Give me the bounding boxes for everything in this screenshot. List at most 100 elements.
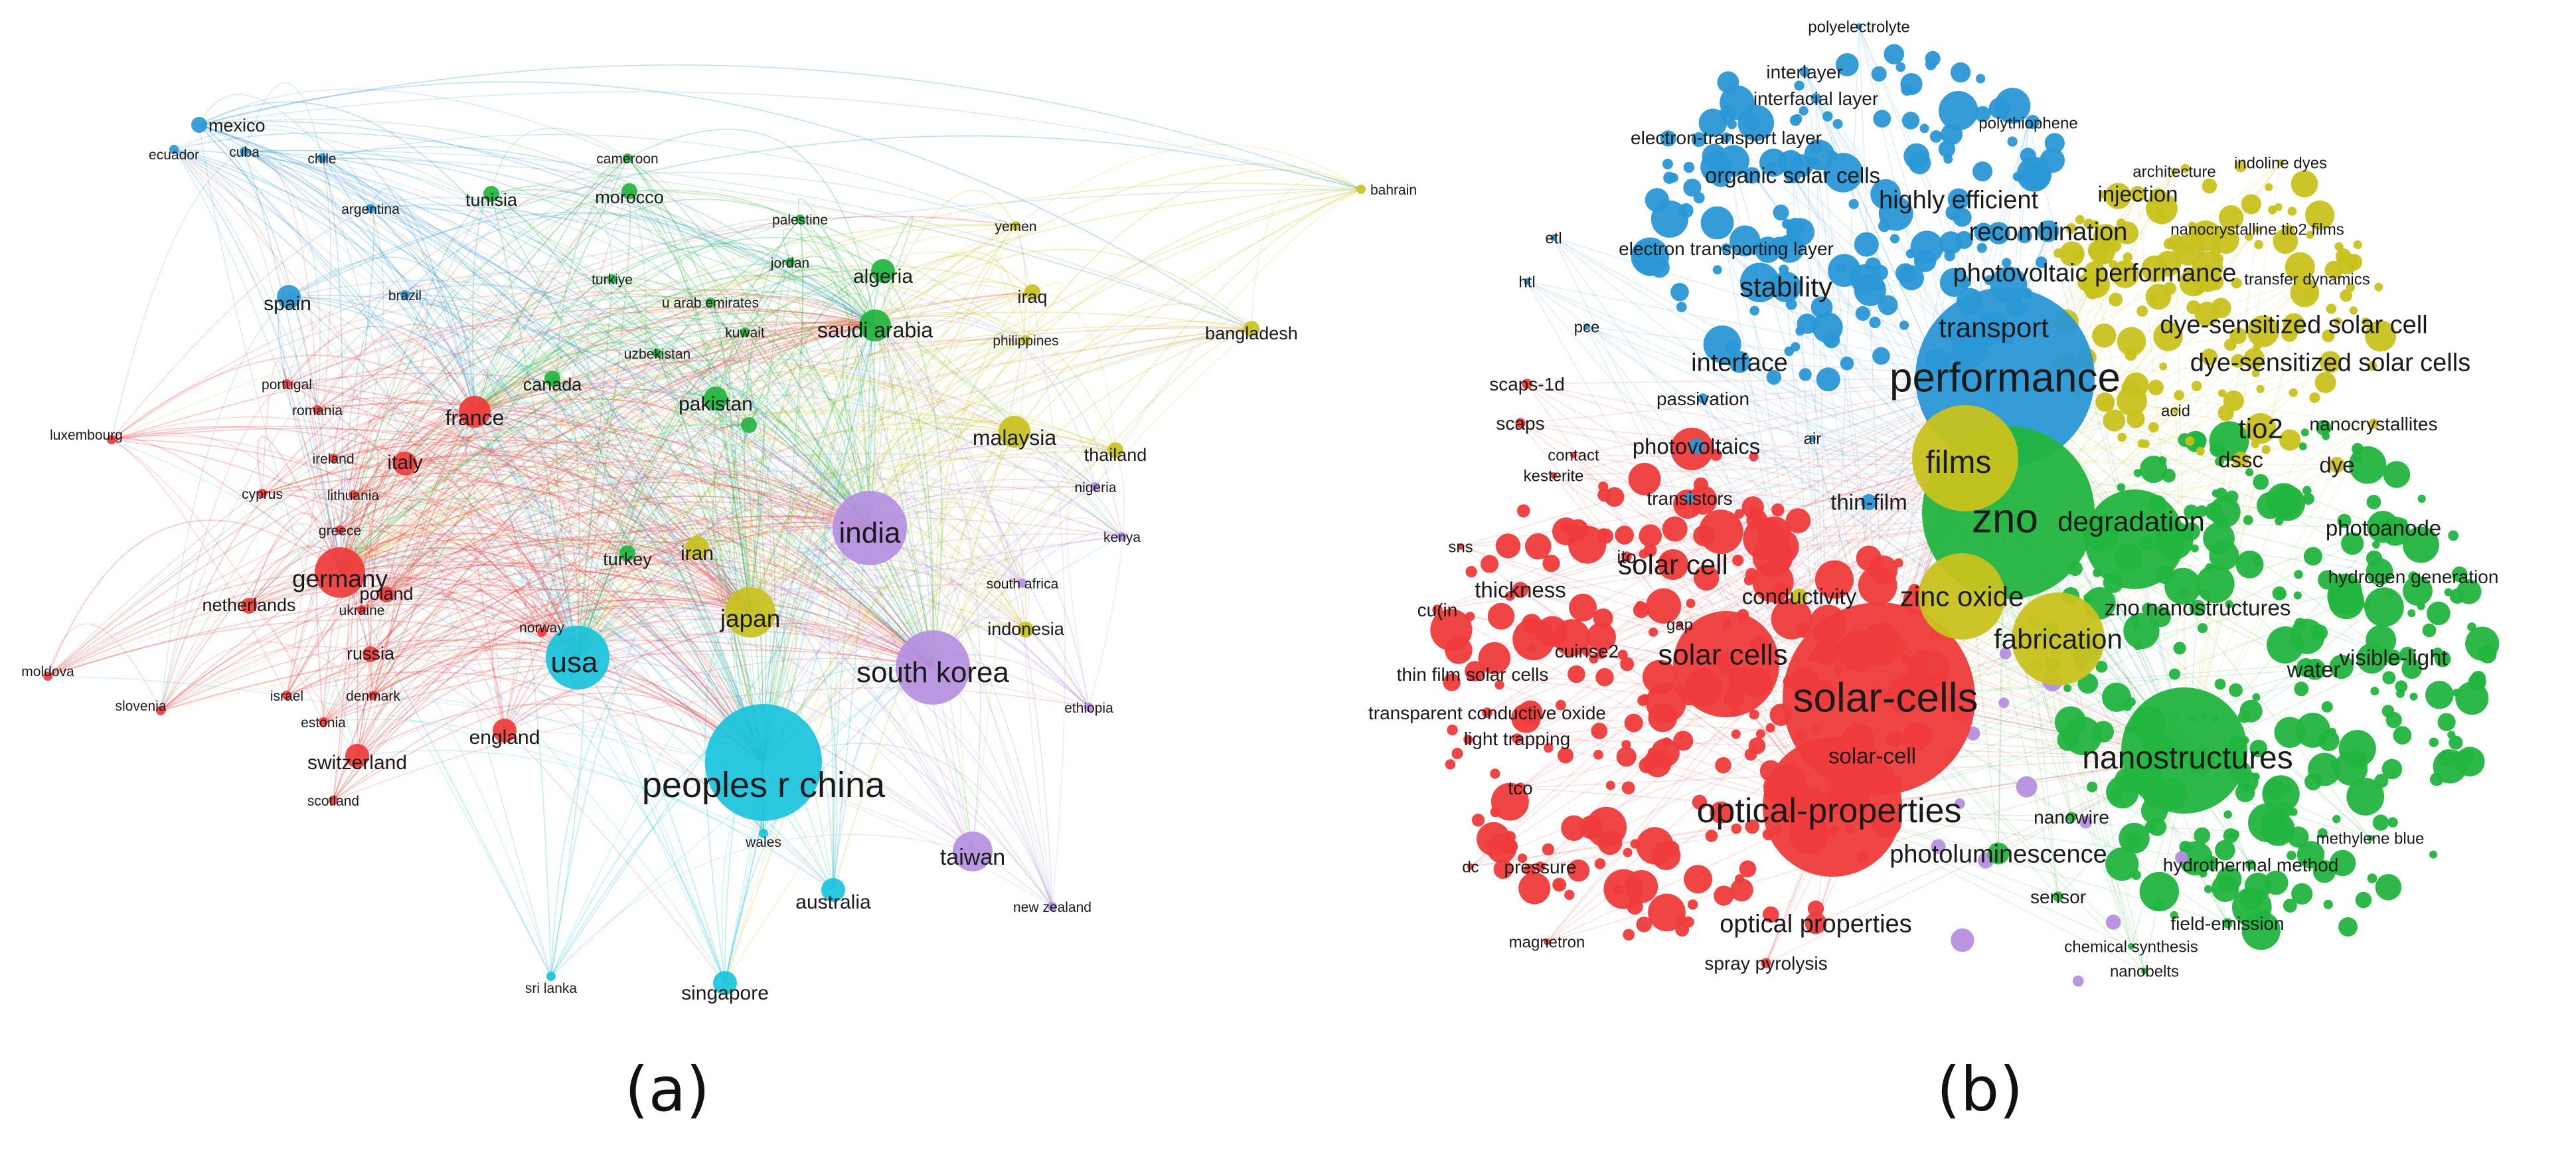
unlabeled-node [2184,242,2194,253]
unlabeled-node [1730,879,1753,902]
unlabeled-node [1684,865,1712,893]
unlabeled-node [1652,841,1681,871]
unlabeled-node [2429,851,2437,859]
unlabeled-node [1773,205,1789,221]
unlabeled-node [1972,161,1992,181]
node-label-slovenia: slovenia [115,699,166,714]
unlabeled-node [2210,244,2221,256]
unlabeled-node [1869,317,1880,328]
unlabeled-node [1786,508,1811,533]
node-label-netherlands: netherlands [202,595,295,615]
node-label-scaps: scaps [1496,413,1544,434]
node-label-kuwait: kuwait [725,325,765,341]
unlabeled-node [2229,683,2243,697]
unlabeled-node [2075,250,2083,259]
unlabeled-node [1490,768,1500,778]
unlabeled-node [2334,242,2343,251]
unlabeled-node [2294,591,2302,599]
node-label-htl: htl [1518,273,1535,291]
unlabeled-node [2117,484,2126,492]
unlabeled-node [1694,192,1705,203]
unlabeled-node [1833,119,1843,129]
unlabeled-node [2410,693,2418,701]
unlabeled-node [2430,772,2443,786]
unlabeled-node [1488,603,1514,630]
node-label-zno-nanostructures: zno nanostructures [2105,596,2291,620]
unlabeled-node [2270,486,2305,521]
unlabeled-node [2261,811,2280,830]
unlabeled-node [1649,258,1670,278]
node-label-nanocrystallites: nanocrystallites [2310,414,2438,434]
unlabeled-node [1902,112,1919,129]
unlabeled-node [2334,752,2368,786]
node-label-transparent-conductive-oxide: transparent conductive oxide [1368,703,1606,723]
node-label-nanocrystalline-tio2-films: nanocrystalline tio2 films [2170,221,2344,238]
node-label-photovoltaics: photovoltaics [1633,434,1761,459]
unlabeled-node [2340,290,2352,302]
node-label-water: water [2287,658,2341,682]
node-label-polyelectrolyte: polyelectrolyte [1808,18,1909,36]
node-label-architecture: architecture [2133,163,2215,181]
unlabeled-node [1872,347,1890,365]
unlabeled-node [2215,679,2226,690]
node-egypt [741,417,757,433]
unlabeled-node [2241,889,2263,911]
unlabeled-node [1569,594,1597,622]
node-label-poland: poland [359,584,413,604]
unlabeled-node [1791,342,1800,351]
unlabeled-node [1593,750,1603,760]
unlabeled-node [2375,874,2402,901]
node-label-wales: wales [745,835,781,850]
node-label-ireland: ireland [312,452,354,467]
node-label-zinc-oxide: zinc oxide [1900,581,2024,612]
unlabeled-node [1623,929,1635,941]
node-label-scotland: scotland [307,794,359,809]
unlabeled-node [1756,729,1765,739]
unlabeled-node [1568,665,1585,683]
unlabeled-node [2063,684,2071,692]
unlabeled-node [2223,810,2232,819]
node-label-thailand: thailand [1084,445,1147,465]
unlabeled-node [1676,302,1687,312]
node-label-saudi-arabia: saudi arabia [817,318,933,342]
unlabeled-node [2164,238,2175,250]
unlabeled-node [1445,759,1456,770]
node-label-chemical-synthesis: chemical synthesis [2064,938,2198,956]
unlabeled-node [1645,188,1669,212]
node-label-dye-sensitized-solar-cells: dye-sensitized solar cells [2190,349,2470,377]
unlabeled-node [2057,729,2079,751]
unlabeled-node [2106,915,2121,930]
node-label-cyprus: cyprus [242,487,283,502]
node-label-indoline-dyes: indoline dyes [2234,154,2327,172]
unlabeled-node [1606,781,1615,790]
unlabeled-node [2092,323,2116,347]
unlabeled-node [2173,642,2186,654]
unlabeled-node [1884,44,1905,64]
node-label-fabrication: fabrication [1994,624,2123,655]
node-label-mexico: mexico [208,116,266,135]
unlabeled-node [1713,265,1722,274]
link [199,65,1361,189]
unlabeled-node [1683,917,1694,928]
unlabeled-node [2223,828,2239,843]
unlabeled-node [2373,814,2389,830]
panel-a-network: peoples r chinausaaustraliasingaporesri … [21,65,1417,1004]
unlabeled-node [2448,531,2458,541]
unlabeled-node [1561,816,1587,841]
node-label-kesterite: kesterite [1524,467,1584,485]
node-label-pce: pce [1574,318,1600,336]
unlabeled-node [2439,749,2456,766]
unlabeled-node [1591,723,1607,739]
node-label-interlayer: interlayer [1766,62,1842,82]
unlabeled-node [2427,602,2451,626]
unlabeled-node [2386,712,2402,728]
node-label-films: films [1926,445,1992,480]
unlabeled-node [1856,306,1870,321]
unlabeled-node [1735,509,1745,519]
unlabeled-node [1639,524,1662,547]
node-label-field-emission: field-emission [2170,913,2284,934]
unlabeled-node [2087,782,2097,792]
unlabeled-node [1542,843,1554,855]
unlabeled-node [2225,491,2238,503]
